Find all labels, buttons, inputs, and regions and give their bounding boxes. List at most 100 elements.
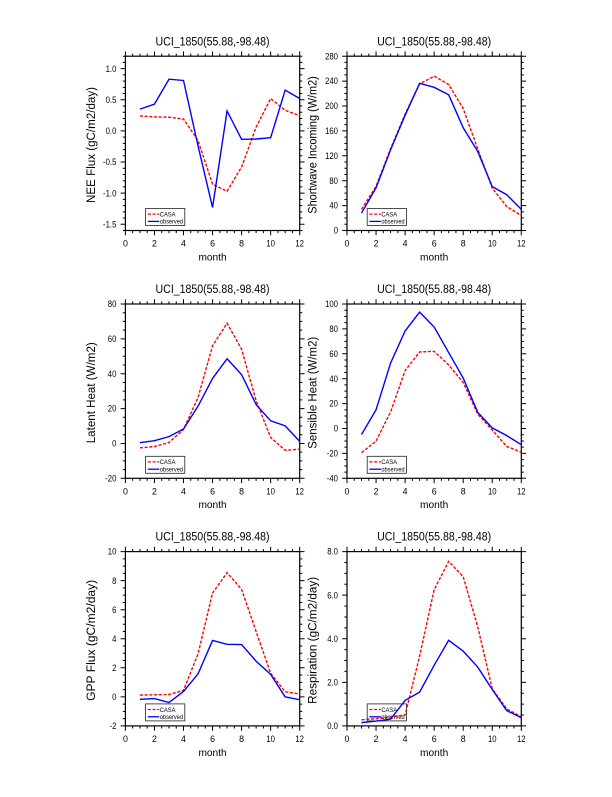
svg-text:observed: observed	[381, 714, 405, 721]
svg-text:12: 12	[295, 486, 304, 496]
svg-text:6: 6	[210, 239, 215, 249]
svg-text:80: 80	[108, 299, 117, 309]
svg-text:CASA: CASA	[160, 211, 176, 218]
svg-text:6: 6	[432, 239, 437, 249]
svg-text:40: 40	[329, 201, 338, 211]
svg-text:0: 0	[345, 486, 350, 496]
svg-text:CASA: CASA	[381, 211, 397, 218]
svg-text:CASA: CASA	[160, 459, 176, 466]
svg-text:2.0: 2.0	[327, 677, 338, 687]
svg-text:CASA: CASA	[160, 707, 176, 714]
svg-text:20: 20	[108, 404, 117, 414]
svg-text:12: 12	[295, 239, 304, 249]
svg-text:2: 2	[152, 239, 157, 249]
svg-text:0: 0	[334, 226, 338, 236]
svg-text:-20: -20	[327, 449, 338, 459]
svg-text:60: 60	[329, 349, 338, 359]
svg-text:-1.5: -1.5	[103, 219, 116, 229]
svg-text:8.0: 8.0	[327, 547, 338, 557]
svg-text:month: month	[420, 499, 448, 511]
svg-text:10: 10	[488, 239, 497, 249]
svg-text:0: 0	[112, 692, 116, 702]
svg-text:8: 8	[461, 239, 466, 249]
svg-text:2: 2	[374, 734, 379, 744]
svg-text:8: 8	[112, 576, 116, 586]
svg-text:GPP Flux (gC/m2/day): GPP Flux (gC/m2/day)	[86, 580, 98, 701]
svg-text:10: 10	[266, 239, 275, 249]
svg-text:UCI_1850(55.88,-98.48): UCI_1850(55.88,-98.48)	[156, 36, 270, 48]
svg-text:160: 160	[325, 126, 338, 136]
svg-text:10: 10	[266, 734, 275, 744]
svg-text:observed: observed	[381, 219, 405, 226]
svg-text:6: 6	[432, 486, 437, 496]
svg-text:8: 8	[461, 734, 466, 744]
svg-text:0: 0	[345, 734, 350, 744]
svg-text:0: 0	[345, 239, 350, 249]
svg-text:0.5: 0.5	[106, 95, 117, 105]
svg-text:8: 8	[461, 486, 466, 496]
svg-text:80: 80	[329, 176, 338, 186]
svg-text:10: 10	[266, 486, 275, 496]
svg-text:4.0: 4.0	[327, 634, 338, 644]
svg-text:0: 0	[123, 734, 128, 744]
svg-text:4: 4	[403, 486, 408, 496]
svg-text:month: month	[420, 747, 448, 759]
svg-text:6: 6	[210, 734, 215, 744]
svg-text:month: month	[198, 499, 226, 511]
svg-text:UCI_1850(55.88,-98.48): UCI_1850(55.88,-98.48)	[377, 284, 491, 296]
svg-text:10: 10	[108, 547, 117, 557]
svg-text:-1.0: -1.0	[103, 188, 116, 198]
svg-text:80: 80	[329, 324, 338, 334]
svg-text:120: 120	[325, 151, 338, 161]
svg-text:2: 2	[374, 239, 379, 249]
svg-text:40: 40	[108, 369, 117, 379]
svg-text:Respiration (gC/m2/day): Respiration (gC/m2/day)	[308, 577, 320, 704]
svg-text:CASA: CASA	[381, 707, 397, 714]
svg-text:4: 4	[112, 634, 116, 644]
svg-text:12: 12	[295, 734, 304, 744]
svg-text:100: 100	[325, 299, 338, 309]
svg-text:8: 8	[239, 239, 244, 249]
svg-text:6: 6	[112, 605, 116, 615]
svg-text:0: 0	[123, 239, 128, 249]
svg-text:-40: -40	[327, 473, 338, 483]
svg-text:observed: observed	[160, 219, 184, 226]
svg-text:-2: -2	[110, 721, 117, 731]
svg-text:2: 2	[112, 663, 116, 673]
svg-text:Latent Heat (W/m2): Latent Heat (W/m2)	[86, 342, 98, 443]
svg-text:0: 0	[334, 424, 338, 434]
svg-text:UCI_1850(55.88,-98.48): UCI_1850(55.88,-98.48)	[156, 284, 270, 296]
svg-text:4: 4	[403, 734, 408, 744]
svg-text:2: 2	[374, 486, 379, 496]
svg-text:2: 2	[152, 734, 157, 744]
svg-text:6.0: 6.0	[327, 590, 338, 600]
svg-text:CASA: CASA	[381, 459, 397, 466]
svg-text:6: 6	[432, 734, 437, 744]
svg-text:12: 12	[517, 734, 526, 744]
svg-text:Sensible Heat (W/m2): Sensible Heat (W/m2)	[308, 337, 320, 449]
svg-text:month: month	[198, 251, 226, 263]
svg-text:20: 20	[329, 399, 338, 409]
svg-text:0.0: 0.0	[106, 126, 117, 136]
svg-text:240: 240	[325, 76, 338, 86]
svg-text:Shortwave Incoming (W/m2): Shortwave Incoming (W/m2)	[308, 76, 320, 214]
svg-text:1.0: 1.0	[106, 64, 117, 74]
svg-text:UCI_1850(55.88,-98.48): UCI_1850(55.88,-98.48)	[377, 36, 491, 48]
svg-text:12: 12	[517, 486, 526, 496]
svg-text:10: 10	[488, 486, 497, 496]
svg-text:0: 0	[112, 439, 116, 449]
svg-text:40: 40	[329, 374, 338, 384]
svg-text:2: 2	[152, 486, 157, 496]
svg-text:observed: observed	[381, 467, 405, 474]
svg-text:10: 10	[488, 734, 497, 744]
svg-text:60: 60	[108, 334, 117, 344]
svg-text:6: 6	[210, 486, 215, 496]
svg-text:4: 4	[181, 734, 186, 744]
svg-text:4: 4	[181, 486, 186, 496]
svg-text:12: 12	[517, 239, 526, 249]
svg-text:-0.5: -0.5	[103, 157, 116, 167]
svg-text:observed: observed	[160, 714, 184, 721]
svg-text:200: 200	[325, 101, 338, 111]
svg-text:month: month	[420, 251, 448, 263]
svg-text:NEE Flux (gC/m2/day): NEE Flux (gC/m2/day)	[86, 87, 98, 203]
